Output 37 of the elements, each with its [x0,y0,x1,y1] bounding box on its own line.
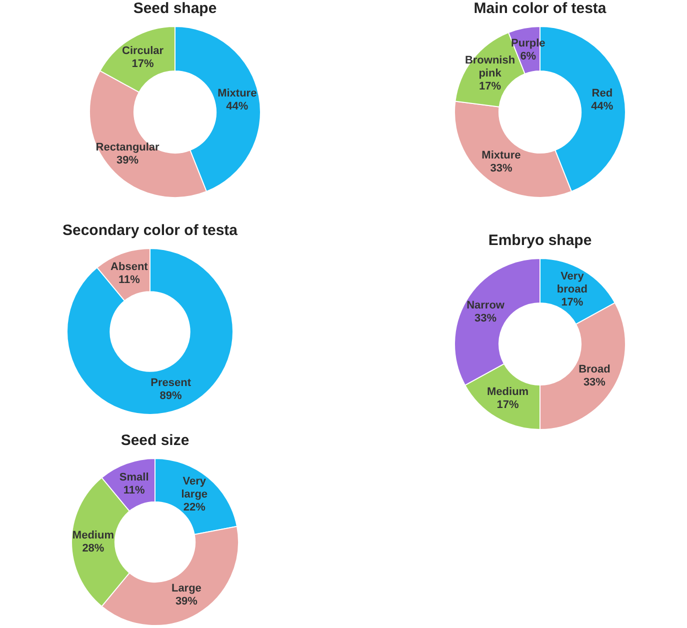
slice-label: Mixture [482,150,521,162]
data-label: 17% [478,80,502,92]
data-label: 44% [591,100,614,113]
data-label: 6% [520,50,536,62]
slice-label: Small [119,471,149,484]
chart-title: Main color of testa [472,0,608,19]
data-label: 33% [583,376,606,389]
chart-title: Embryo shape [487,232,593,251]
slice-label: Absent [110,261,148,274]
data-label: 39% [175,596,198,608]
chart-title: Seed shape [132,0,218,19]
data-label: 17% [561,296,584,309]
slice-label: Red [592,88,613,100]
data-label: 39% [116,154,139,166]
data-label: 11% [123,484,145,496]
slice-label: Present [150,376,192,389]
data-label: 22% [183,501,206,514]
slice-label: Mixture [218,88,257,100]
slice-label: Large [171,582,202,595]
data-label: 44% [226,100,248,113]
data-label: 89% [160,390,182,402]
data-label: 11% [118,274,140,286]
slice-label: Broad [578,364,610,376]
slice-label: Circular [122,45,164,58]
chart-title: Secondary color of testa [61,222,239,241]
slice-label: Medium [487,386,529,398]
slice-label: Rectangular [96,141,160,154]
slice-label: Narrow [466,299,505,312]
slice-label: Very broad [556,270,588,296]
data-label: 17% [496,398,520,411]
data-label: 33% [490,162,512,175]
slice-label: Medium [72,530,114,542]
slice-label: Very large [181,475,208,500]
data-label: 28% [82,542,104,555]
chart-title: Seed size [120,432,190,451]
data-label: 33% [474,312,497,324]
data-label: 17% [132,58,154,70]
